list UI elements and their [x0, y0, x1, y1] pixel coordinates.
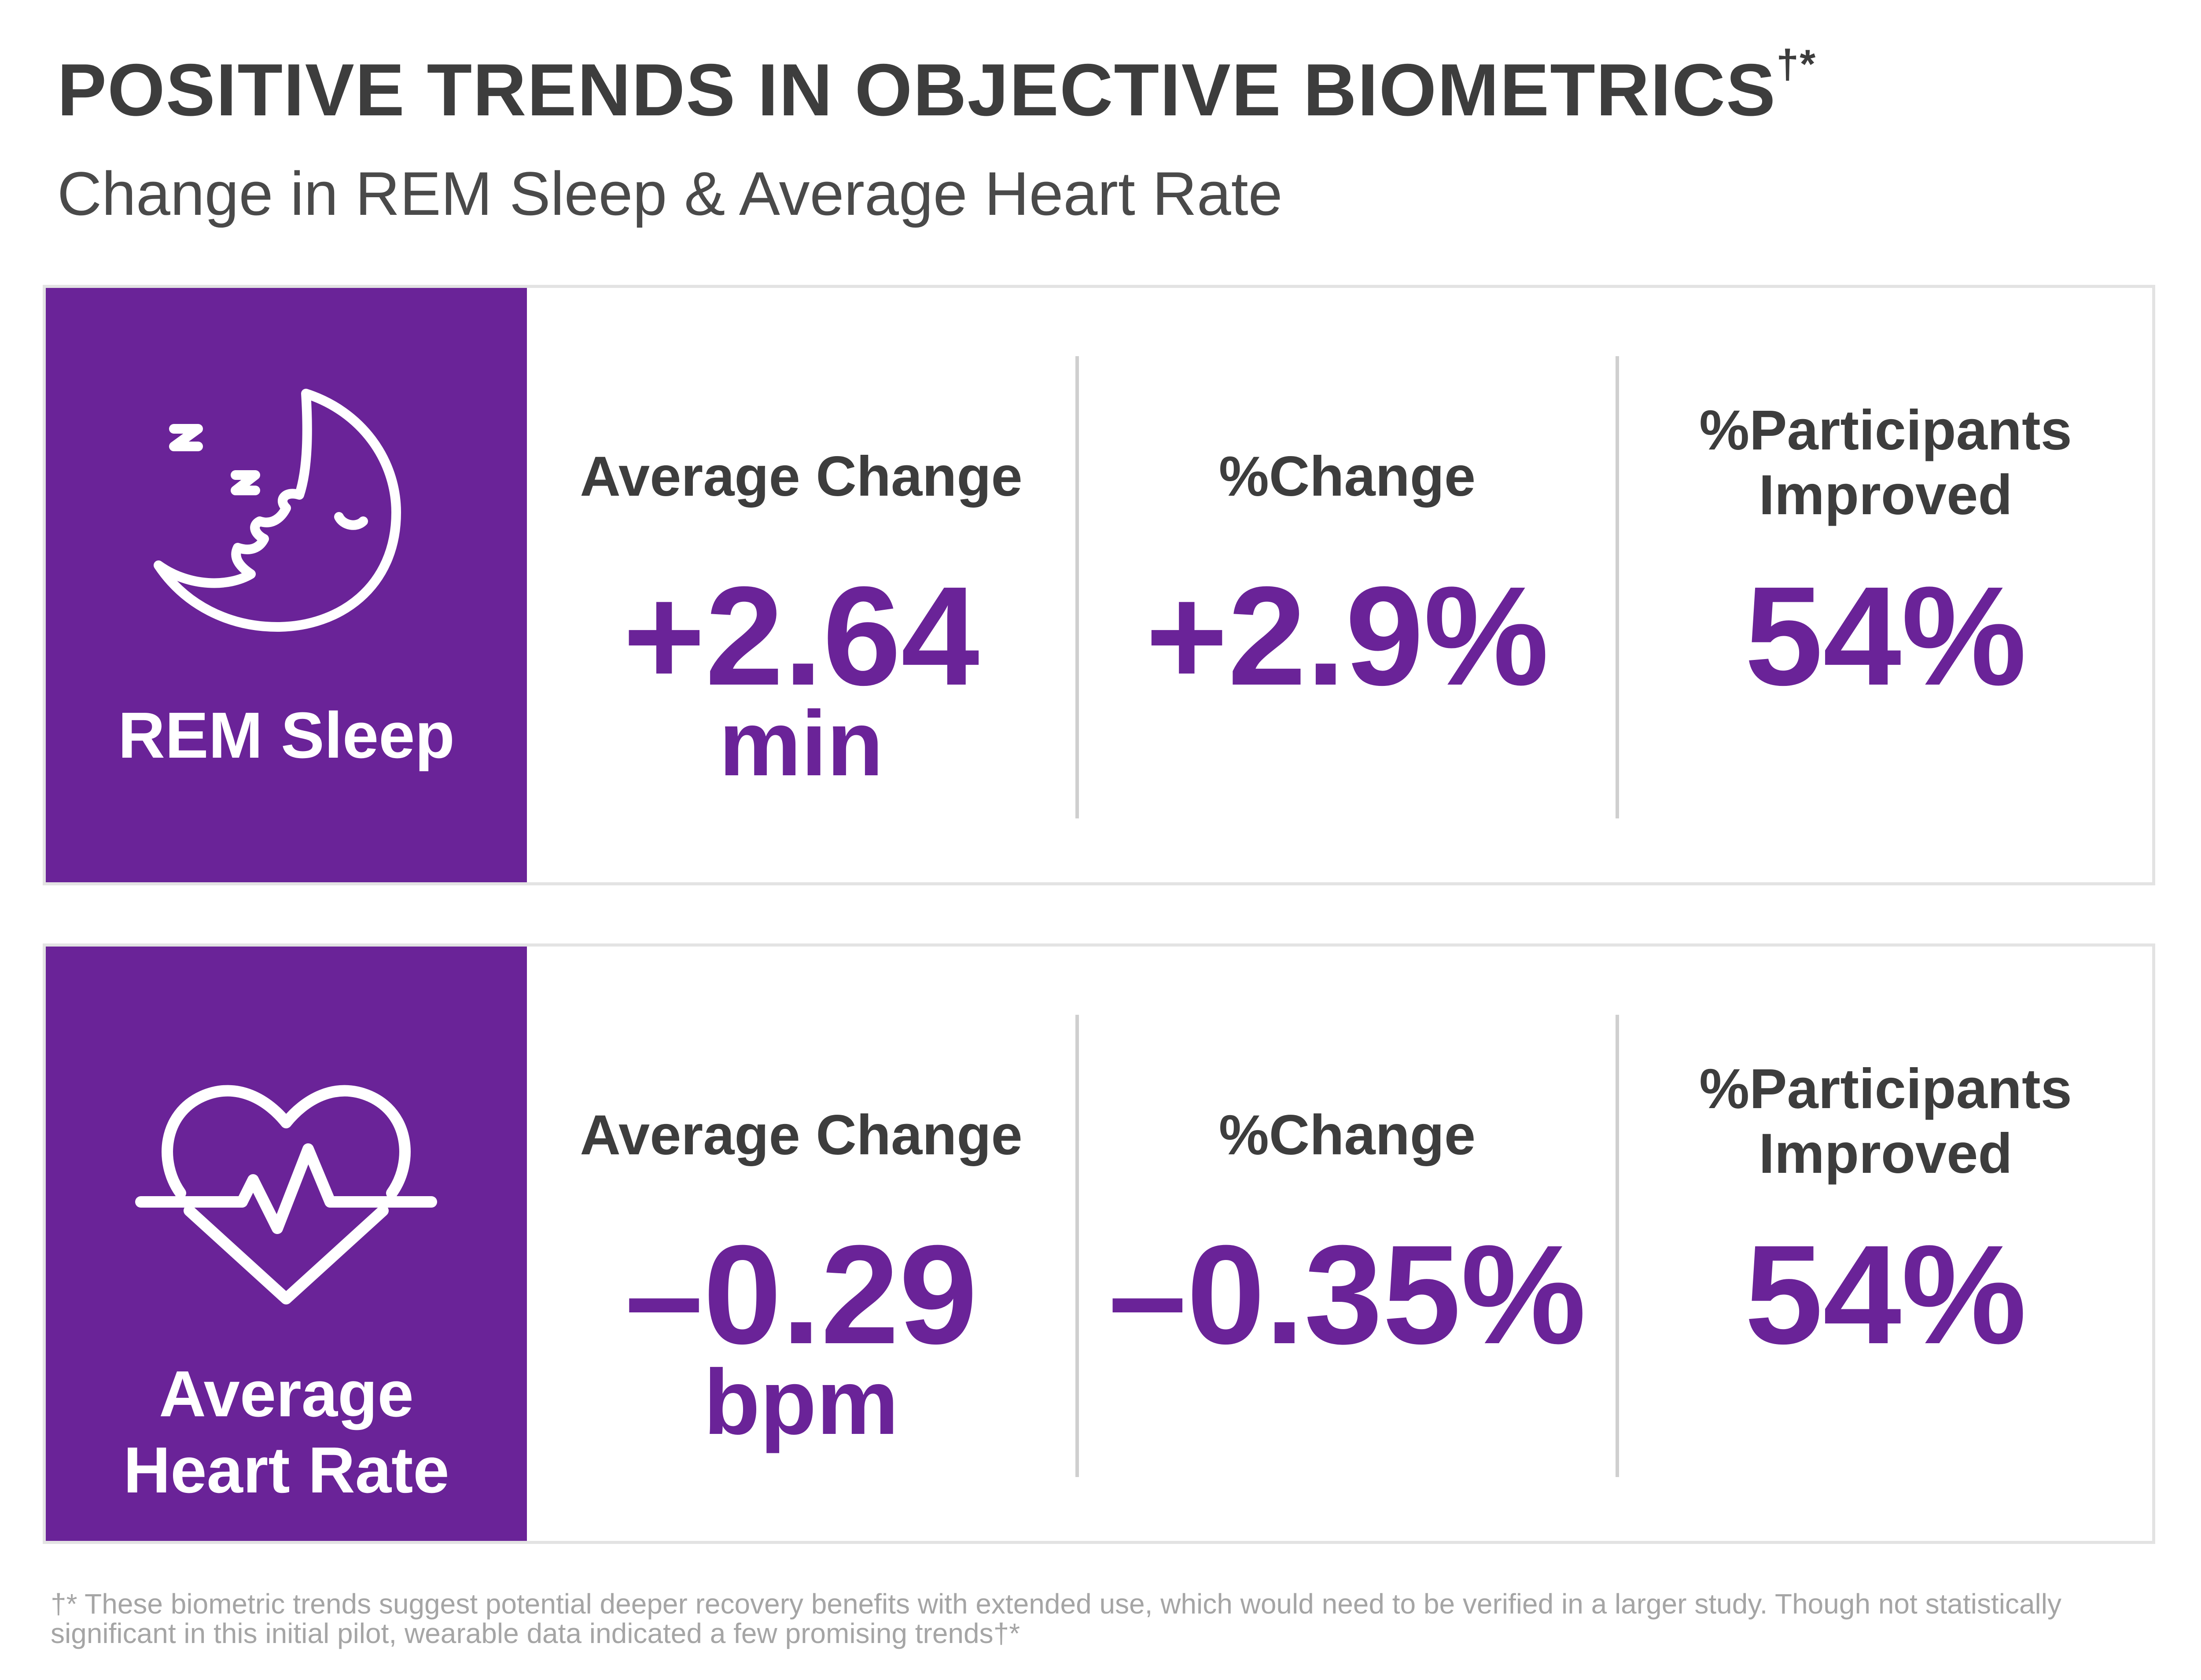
heart-rate-label-line-2: Heart Rate: [123, 1434, 449, 1507]
rem-participants-value: 54%: [1745, 557, 2027, 715]
column-divider: [1616, 356, 1619, 818]
rem-participants-column: %Participants Improved 54%: [1619, 288, 2152, 882]
page-title: POSITIVE TRENDS IN OBJECTIVE BIOMETRICS†…: [57, 44, 1816, 127]
rem-avg-change-unit: min: [719, 692, 883, 795]
page-title-text: POSITIVE TRENDS IN OBJECTIVE BIOMETRICS: [57, 48, 1777, 131]
heart-rate-label-line-1: Average: [159, 1358, 414, 1430]
rem-pct-change-heading: %Change: [1218, 445, 1476, 508]
hr-avg-change-unit: bpm: [703, 1350, 899, 1454]
column-divider: [1075, 1015, 1079, 1477]
hr-participants-value: 54%: [1745, 1216, 2027, 1373]
rem-sleep-card: REM Sleep Average Change +2.64 min %Chan…: [43, 285, 2155, 885]
hr-pct-change-heading: %Change: [1218, 1104, 1476, 1167]
rem-participants-heading-line-2: Improved: [1759, 464, 2013, 527]
hr-pct-change-value: –0.35%: [1108, 1216, 1586, 1373]
rem-avg-change-value: +2.64: [623, 557, 979, 715]
column-divider: [1616, 1015, 1619, 1477]
hr-avg-change-value: –0.29: [625, 1216, 978, 1373]
hr-avg-change-column: Average Change –0.29 bpm: [527, 947, 1075, 1541]
moon-sleep-icon: [154, 389, 401, 632]
footnote: †* These biometric trends suggest potent…: [51, 1588, 2061, 1650]
hr-avg-change-heading: Average Change: [580, 1104, 1023, 1167]
hr-participants-heading: %Participants Improved: [1619, 1057, 2152, 1186]
rem-pct-change-column: %Change +2.9%: [1079, 288, 1616, 882]
rem-avg-change-column: Average Change +2.64 min: [527, 288, 1075, 882]
title-footnote-mark: †*: [1776, 42, 1817, 87]
heart-pulse-icon: [135, 1085, 437, 1304]
hr-pct-change-column: %Change –0.35%: [1079, 947, 1616, 1541]
page-subtitle: Change in REM Sleep & Average Heart Rate: [57, 159, 1283, 228]
rem-participants-heading: %Participants Improved: [1619, 398, 2152, 527]
rem-participants-heading-line-1: %Participants: [1699, 399, 2072, 462]
hr-participants-heading-line-1: %Participants: [1699, 1057, 2072, 1120]
heart-rate-card: Average Heart Rate Average Change –0.29 …: [43, 943, 2155, 1544]
rem-avg-change-heading: Average Change: [580, 445, 1023, 508]
column-divider: [1075, 356, 1079, 818]
heart-rate-panel: Average Heart Rate: [46, 947, 527, 1541]
hr-participants-column: %Participants Improved 54%: [1619, 947, 2152, 1541]
rem-sleep-label: REM Sleep: [118, 699, 455, 772]
hr-participants-heading-line-2: Improved: [1759, 1122, 2013, 1186]
rem-pct-change-value: +2.9%: [1145, 557, 1549, 715]
heart-rate-label: Average Heart Rate: [46, 1356, 527, 1508]
rem-sleep-panel: REM Sleep: [46, 288, 527, 882]
